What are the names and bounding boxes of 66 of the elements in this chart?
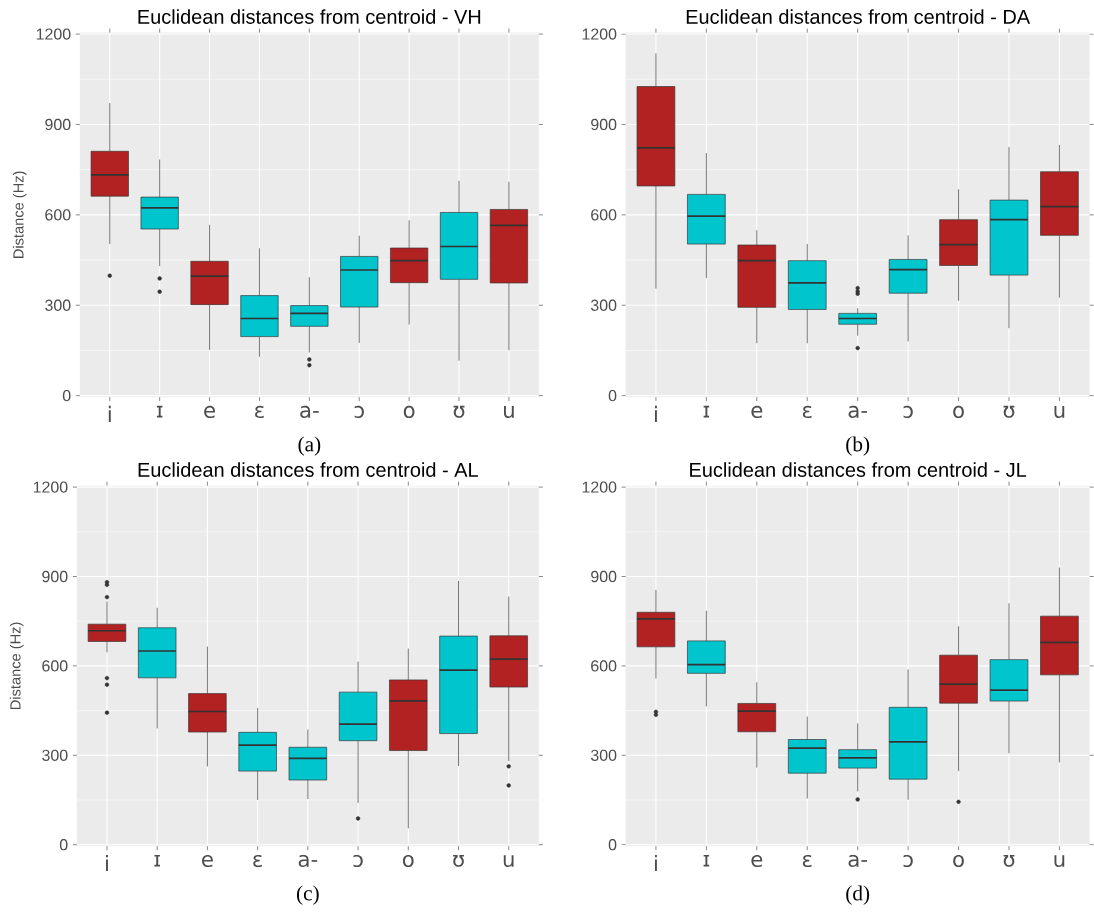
x-tick-label: u (1054, 405, 1065, 419)
x-tick-label: ɪ (703, 405, 710, 418)
y-tick-label: 600 (45, 209, 71, 221)
x-tick-label: a- (848, 854, 867, 868)
y-tick-label: 1200 (582, 481, 617, 493)
x-tick-label: i (106, 854, 108, 872)
y-tick-label: 0 (62, 389, 71, 402)
x-tick-label: ʊ (453, 854, 464, 867)
y-axis-title: Distance (Hz) (9, 622, 24, 709)
y-tick-label: 900 (591, 118, 617, 131)
x-tick-label: ɪ (156, 405, 163, 418)
x-tick-label: i (108, 405, 111, 422)
x-tick-label: ɛ (802, 854, 812, 868)
text: (b) (846, 436, 870, 456)
chart-title: Euclidean distances from centroid - VH (138, 9, 481, 24)
x-tick-label: ɪ (703, 854, 710, 867)
x-tick-label: ɔ (903, 854, 913, 868)
x-tick-label: e (204, 405, 215, 419)
x-tick-label: u (1054, 854, 1065, 868)
y-tick-label: 600 (42, 660, 68, 672)
x-tick-label: o (403, 405, 415, 419)
x-tick-label: ɛ (253, 854, 262, 868)
x-tick-label: u (503, 854, 514, 868)
chart-title: Euclidean distances from centroid - JL (690, 462, 1027, 477)
x-tick-label: ɪ (154, 854, 160, 867)
y-tick-label: 900 (42, 570, 68, 583)
x-tick-label: a- (300, 405, 319, 419)
y-tick-label: 300 (45, 299, 71, 311)
x-tick-label: ʊ (1003, 854, 1015, 867)
x-tick-label: ɔ (353, 854, 363, 868)
x-tick-label: ɛ (802, 405, 812, 419)
chart-title: Euclidean distances from centroid - AL (138, 462, 478, 477)
x-tick-label: o (953, 854, 964, 868)
x-tick-label: a- (298, 854, 318, 868)
y-tick-label: 300 (590, 749, 617, 761)
x-tick-label: ʊ (453, 405, 465, 418)
x-tick-label: o (953, 405, 964, 419)
y-tick-label: 0 (608, 839, 617, 851)
text: (a) (298, 436, 321, 456)
x-tick-label: u (503, 405, 514, 419)
y-tick-label: 900 (591, 570, 617, 583)
y-tick-label: 1200 (582, 28, 617, 40)
y-tick-label: 0 (608, 389, 617, 402)
x-tick-label: o (402, 854, 414, 868)
y-tick-label: 900 (45, 118, 71, 131)
x-tick-label: e (751, 854, 763, 868)
x-tick-label: ɛ (255, 405, 264, 419)
y-tick-label: 300 (590, 299, 617, 311)
x-tick-label: e (751, 405, 763, 419)
x-tick-label: i (654, 854, 657, 872)
y-tick-label: 600 (591, 660, 617, 672)
x-tick-label: ɔ (354, 405, 364, 419)
y-tick-label: 1200 (36, 28, 71, 40)
y-tick-label: 600 (591, 209, 617, 221)
y-tick-label: 1200 (33, 481, 68, 493)
x-tick-label: i (654, 405, 657, 422)
x-tick-label: ɔ (903, 405, 913, 419)
text: (d) (846, 885, 870, 905)
y-tick-label: 0 (59, 839, 68, 851)
chart-title: Euclidean distances from centroid - DA (686, 9, 1031, 24)
text: (c) (296, 885, 319, 905)
y-axis-title: Distance (Hz) (12, 171, 27, 258)
x-tick-label: ʊ (1003, 405, 1015, 418)
x-tick-label: e (202, 854, 213, 868)
y-tick-label: 300 (42, 749, 68, 761)
x-tick-label: a- (848, 405, 867, 419)
